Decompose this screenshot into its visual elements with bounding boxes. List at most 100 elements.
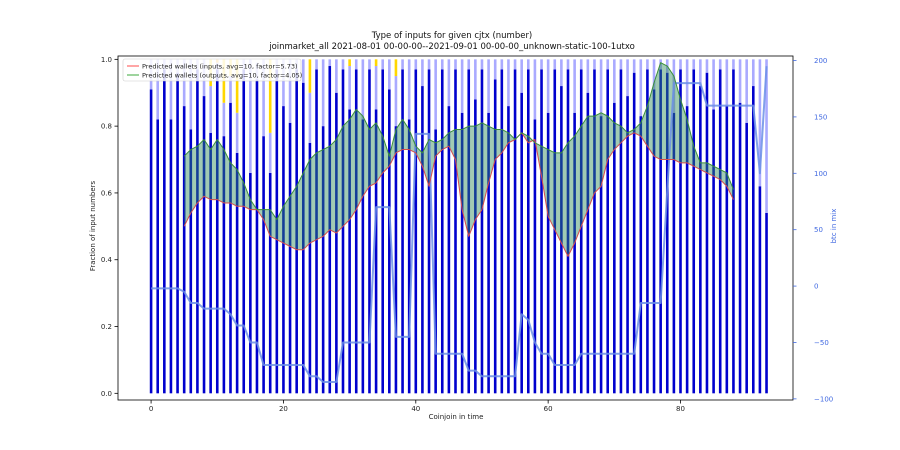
bar-main (427, 69, 431, 394)
bar-main (460, 112, 464, 394)
bar-main (414, 69, 418, 394)
bar-light (381, 59, 385, 70)
bar-light (341, 59, 345, 70)
bar-light (182, 59, 186, 107)
bar-main (163, 69, 166, 394)
bar-main (368, 69, 371, 394)
bar-main (705, 72, 709, 394)
bar-main (176, 72, 179, 394)
bar-main (249, 172, 252, 394)
bar-main (354, 69, 358, 394)
bar-main (553, 69, 557, 394)
bar-light (315, 59, 318, 70)
bar-main (619, 69, 623, 394)
bar-main (474, 99, 477, 394)
fill-outputs-above (475, 122, 482, 220)
bar-main (513, 69, 517, 394)
bar-main (282, 106, 285, 394)
fill-outputs-above (601, 112, 608, 187)
y2-tick-label: 50 (814, 226, 823, 234)
x-tick-label: 40 (411, 405, 420, 413)
bar-light (189, 59, 193, 130)
bar-main (652, 89, 656, 394)
bar-light (440, 59, 444, 70)
bar-light (401, 59, 404, 70)
bar-main (692, 69, 696, 394)
fill-outputs-above (349, 109, 357, 220)
bar-main (712, 109, 715, 394)
bar-main (335, 92, 338, 394)
y-axis-label: Fraction of input numbers (89, 180, 97, 271)
fill-outputs-above (660, 62, 668, 160)
fill-outputs-above (448, 129, 456, 160)
bar-light (235, 112, 239, 153)
bar-main (222, 136, 226, 394)
bar-main (407, 119, 411, 394)
y-tick-label: 0.2 (101, 323, 112, 331)
bar-light (712, 59, 715, 110)
fill-outputs-above (720, 169, 727, 187)
x-axis-label: Coinjoin in time (429, 413, 484, 421)
fill-outputs-above (614, 122, 621, 150)
bar-light (738, 59, 742, 103)
bar-light (599, 59, 603, 117)
fill-outputs-above (468, 126, 476, 237)
bar-main (606, 69, 610, 394)
bar-light (229, 76, 232, 103)
bar-main (646, 69, 649, 394)
fill-outputs-above (687, 119, 694, 167)
bar-light (520, 59, 523, 93)
bar-light (560, 59, 563, 87)
bar-light (394, 76, 398, 127)
fill-outputs-above (197, 139, 205, 203)
fill-outputs-above (376, 122, 383, 183)
bar-main (725, 106, 729, 394)
bar-light (553, 59, 557, 70)
fill-outputs-above (369, 122, 377, 187)
fill-outputs-above (210, 139, 218, 200)
bar-light (474, 59, 477, 100)
bar-main (593, 69, 596, 394)
fill-outputs-above (184, 149, 191, 227)
fill-outputs-above (654, 62, 661, 160)
bar-main (434, 129, 437, 394)
fill-outputs-above (303, 159, 310, 250)
bar-light (765, 59, 768, 213)
bar-light (626, 59, 629, 97)
fill-outputs-above (409, 129, 416, 153)
y2-tick-label: 150 (814, 113, 827, 121)
bar-main (586, 92, 590, 394)
bar-main (341, 69, 345, 394)
fill-outputs-above (640, 106, 648, 147)
bar-light (354, 59, 358, 70)
axes-layer: 0 20 40 60 80 0.0 0.2 0.4 0.6 0.8 1.0 −100 −50 0 50 100… (101, 55, 833, 413)
bar-light (427, 59, 431, 70)
chart-subtitle: joinmarket_all 2021-08-01 00-00-00--2021… (268, 42, 635, 52)
bar-light (460, 59, 464, 113)
fill-outputs-above (356, 109, 363, 210)
fill-outputs-above (568, 136, 575, 257)
bar-main (268, 172, 272, 394)
fill-outputs-above (263, 209, 271, 237)
bar-main (579, 69, 583, 394)
fill-outputs-above (607, 116, 615, 160)
bar-main (467, 69, 471, 394)
fill-outputs-above (574, 126, 582, 244)
fill-outputs-above (501, 129, 509, 153)
fill-outputs-above (309, 152, 317, 244)
bar-main (659, 69, 662, 394)
legend-label-inputs: Predicted wallets (inputs, avg=10, facto… (142, 62, 298, 70)
bar-main (295, 69, 298, 394)
bar-light (454, 59, 457, 70)
bar-main (639, 116, 643, 394)
bar-main (751, 86, 755, 394)
fill-outputs-above (693, 146, 701, 170)
bar-main (421, 86, 424, 394)
bar-light (526, 59, 530, 70)
fill-outputs-above (673, 76, 681, 163)
bar-main (215, 69, 219, 394)
pred-outputs-line (183, 62, 734, 221)
bar-light (540, 59, 543, 70)
fill-outputs-above (548, 149, 555, 230)
